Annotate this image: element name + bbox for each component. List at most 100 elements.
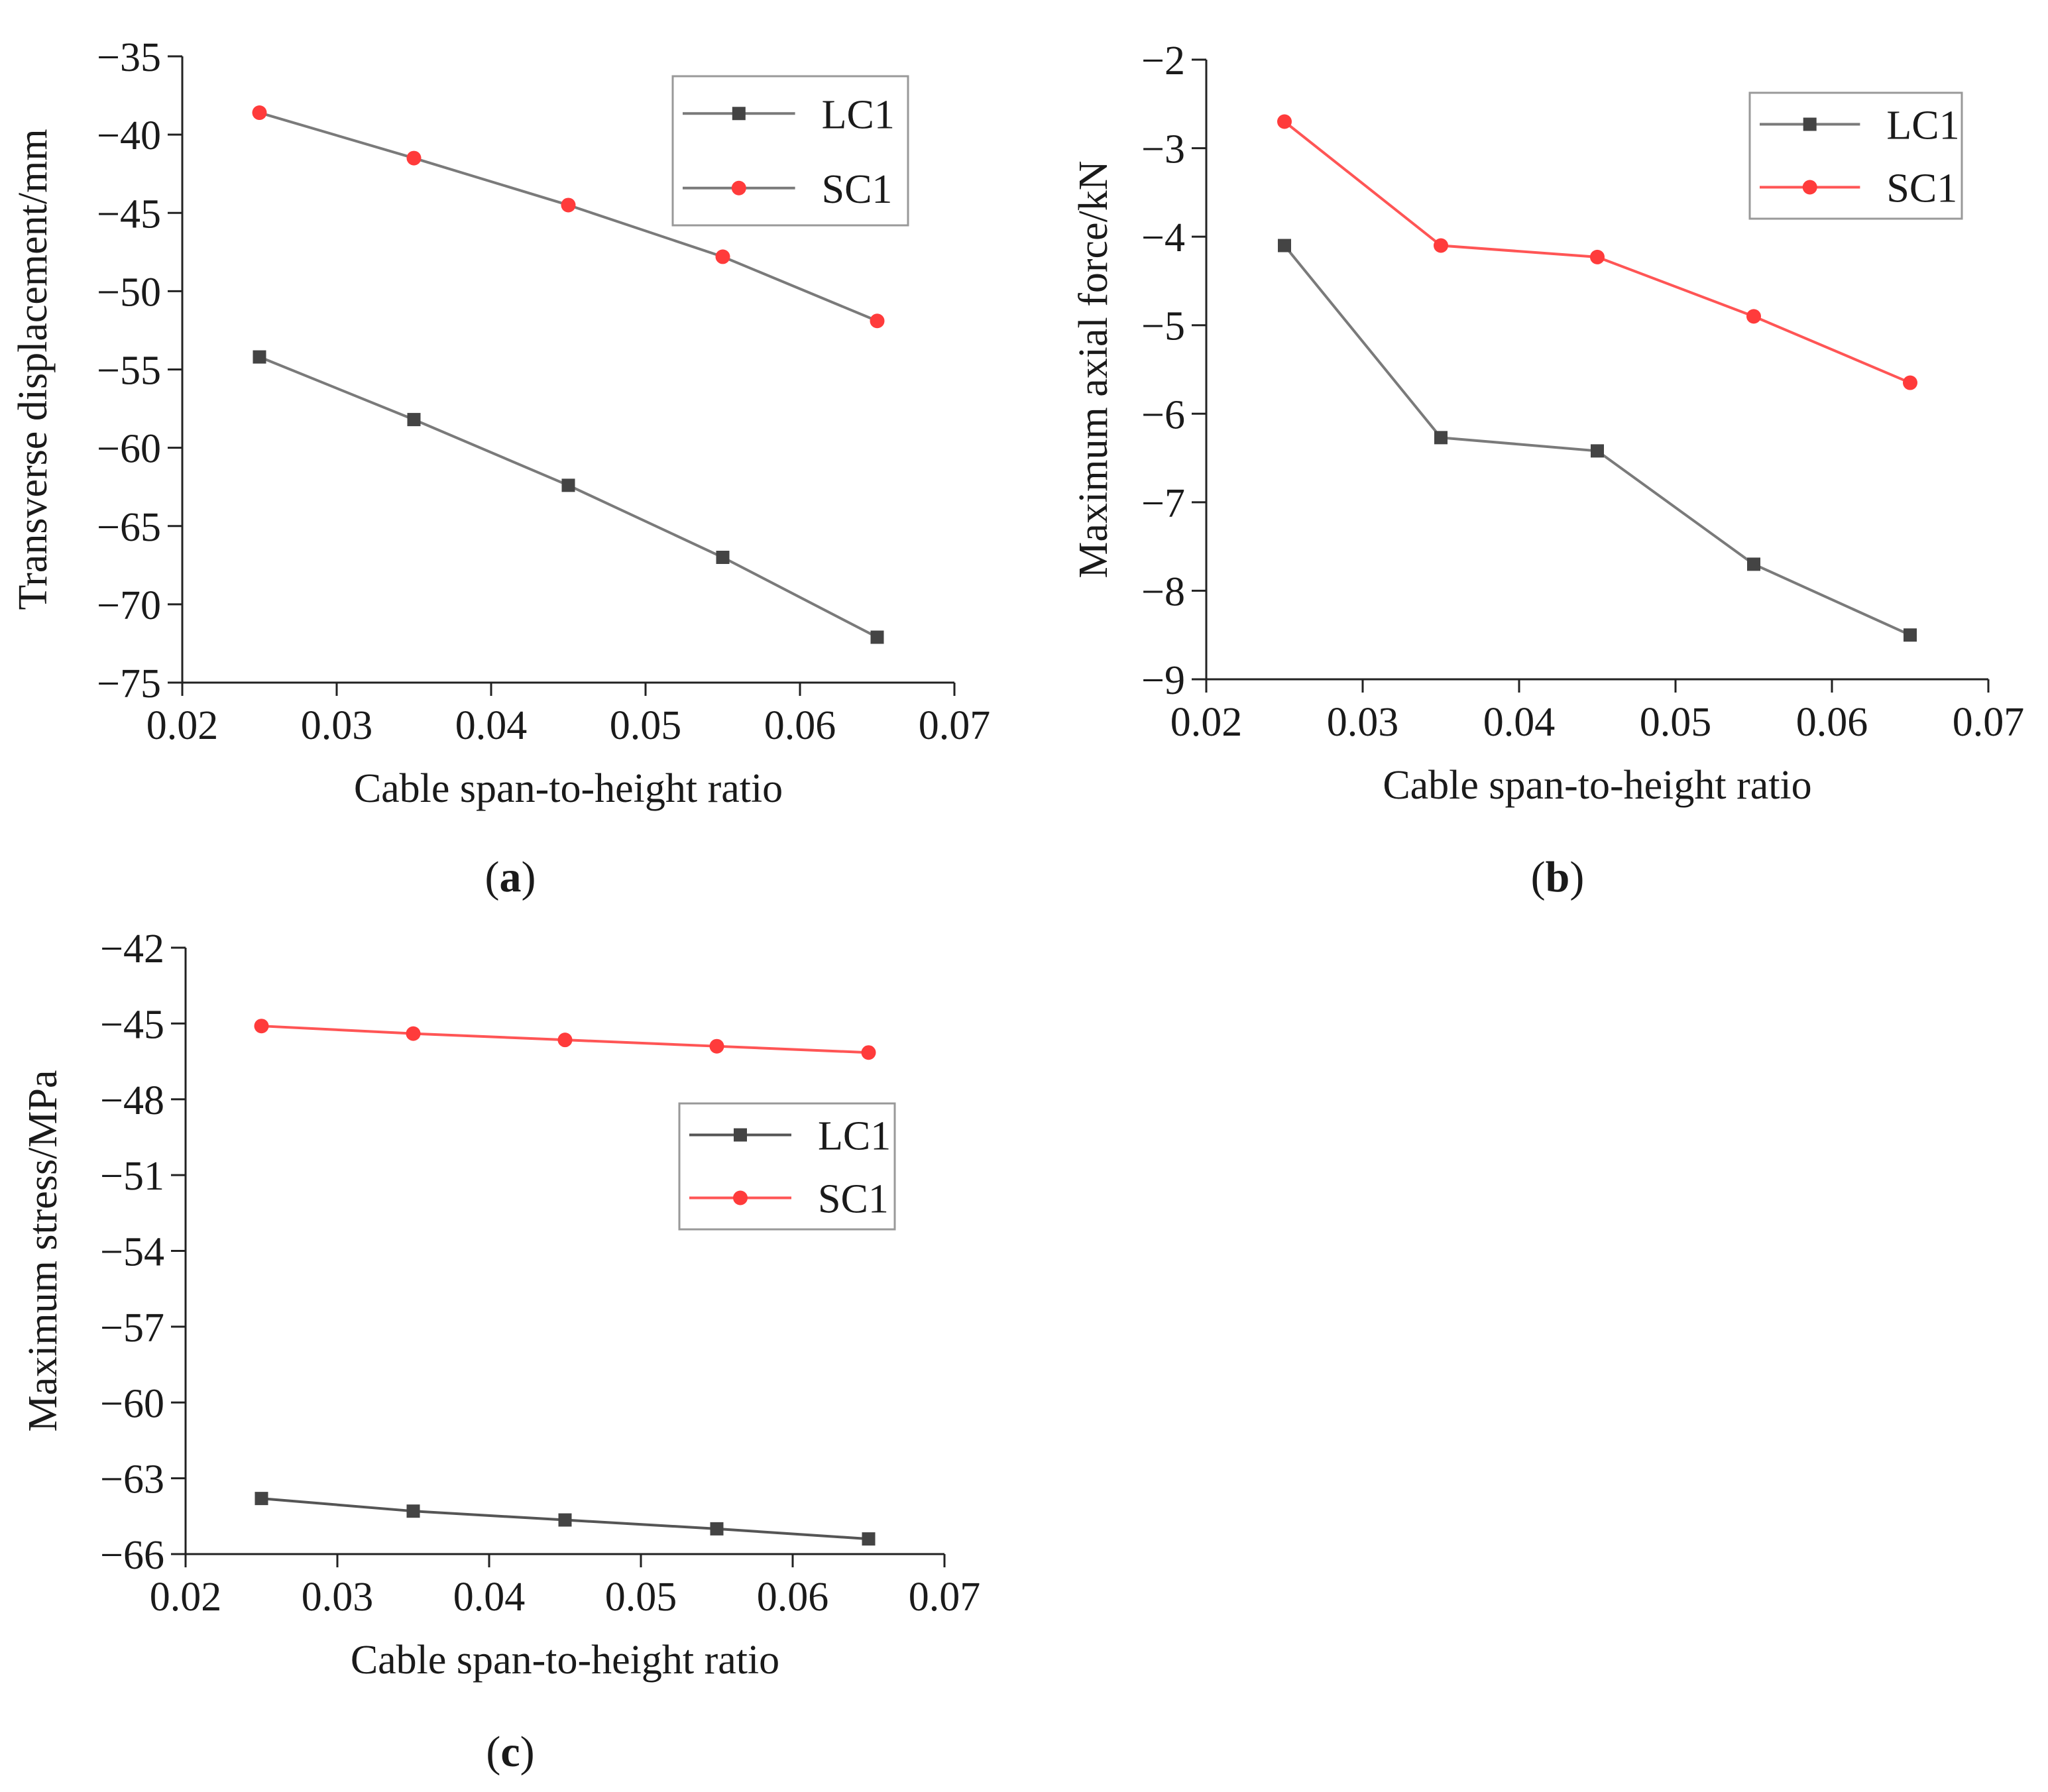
data-point-lc1 xyxy=(558,1513,572,1527)
x-tick-label: 0.02 xyxy=(150,1575,222,1620)
legend-label-sc1: SC1 xyxy=(1886,166,1957,211)
x-tick-label: 0.03 xyxy=(1327,700,1399,745)
y-tick-label: −45 xyxy=(97,192,161,237)
x-tick-label: 0.05 xyxy=(610,703,682,748)
legend-marker-sc1 xyxy=(733,1190,748,1205)
chart-panel-b: −2 −3 −4 −5 −6 −7 −8 −90.02 0.03 0.04 0.05 0.06 0.07… xyxy=(1071,38,2024,901)
y-tick-label: −60 xyxy=(100,1381,164,1426)
y-tick-label: −42 xyxy=(100,926,164,972)
y-axis-label: Transverse displacement/mm xyxy=(11,129,56,610)
data-point-sc1 xyxy=(254,1019,269,1034)
data-point-lc1 xyxy=(407,413,421,427)
series-line-lc1 xyxy=(258,355,878,639)
y-tick-label: −6 xyxy=(1141,392,1185,437)
legend-label-lc1: LC1 xyxy=(822,92,895,137)
legend-box xyxy=(1748,91,1963,220)
y-tick-label: −5 xyxy=(1141,304,1185,349)
y-tick-label: −54 xyxy=(100,1230,164,1275)
y-tick-label: −75 xyxy=(97,661,161,706)
y-tick-label: −3 xyxy=(1141,127,1185,172)
y-tick-label: −70 xyxy=(97,583,161,628)
data-point-lc1 xyxy=(253,350,266,364)
y-tick-label: −57 xyxy=(100,1306,164,1351)
data-point-sc1 xyxy=(557,1033,573,1048)
y-tick-label: −4 xyxy=(1141,215,1185,260)
data-point-sc1 xyxy=(561,197,576,213)
data-point-lc1 xyxy=(1434,431,1448,445)
x-tick-label: 0.03 xyxy=(302,1575,374,1620)
data-point-sc1 xyxy=(252,105,267,121)
y-tick-label: −63 xyxy=(100,1457,164,1502)
data-point-sc1 xyxy=(1903,375,1917,390)
data-point-sc1 xyxy=(406,1026,421,1041)
legend-marker-lc1 xyxy=(1803,117,1817,131)
data-point-lc1 xyxy=(716,551,730,564)
data-point-sc1 xyxy=(406,150,422,166)
series-line-lc1 xyxy=(1283,245,1911,637)
x-tick-label: 0.06 xyxy=(764,703,836,748)
legend-marker-sc1 xyxy=(731,180,746,196)
y-axis-label: Maximum stress/MPa xyxy=(21,1070,66,1432)
legend-box xyxy=(678,1102,896,1231)
legend-marker-sc1 xyxy=(1802,180,1817,195)
data-point-lc1 xyxy=(406,1504,420,1518)
legend: LC1 SC1 xyxy=(671,75,909,227)
y-tick-label: −55 xyxy=(97,349,161,394)
legend-label-sc1: SC1 xyxy=(818,1177,889,1222)
x-tick-label: 0.04 xyxy=(455,703,528,748)
legend-label-sc1: SC1 xyxy=(822,167,893,212)
data-point-lc1 xyxy=(1904,628,1917,642)
x-tick-label: 0.07 xyxy=(909,1575,981,1620)
data-point-lc1 xyxy=(1591,444,1604,458)
chart-panel-a: −35 −40 −45 −50 −55 −60 −65 −70 −750.02 0.03 0.04 0… xyxy=(11,35,990,901)
x-tick-label: 0.03 xyxy=(301,703,373,748)
x-tick-label: 0.06 xyxy=(757,1575,829,1620)
x-tick-label: 0.05 xyxy=(605,1575,677,1620)
y-tick-label: −2 xyxy=(1141,38,1185,84)
x-tick-label: 0.07 xyxy=(919,703,991,748)
y-axis-label: Maximum axial force/kN xyxy=(1071,160,1116,578)
x-tick-label: 0.07 xyxy=(1953,700,2025,745)
data-point-sc1 xyxy=(715,249,730,264)
y-tick-label: −8 xyxy=(1141,569,1185,614)
x-tick-label: 0.02 xyxy=(146,703,219,748)
chart-panel-c: −42 −45 −48 −51 −54 −57 −60 −63 −660.02 0.03 0.04 0… xyxy=(21,926,980,1776)
y-tick-label: −9 xyxy=(1141,658,1185,703)
data-point-sc1 xyxy=(1277,114,1292,129)
y-tick-label: −48 xyxy=(100,1078,164,1123)
legend-box xyxy=(671,75,909,227)
y-tick-label: −50 xyxy=(97,270,161,315)
y-tick-label: −60 xyxy=(97,427,161,472)
data-point-sc1 xyxy=(1746,309,1761,324)
data-point-sc1 xyxy=(1434,238,1448,253)
data-point-lc1 xyxy=(1278,239,1291,252)
legend-label-lc1: LC1 xyxy=(1886,103,1959,148)
x-tick-label: 0.05 xyxy=(1640,700,1712,745)
legend-marker-lc1 xyxy=(732,107,746,121)
data-point-lc1 xyxy=(862,1532,876,1546)
data-point-lc1 xyxy=(561,478,575,492)
y-tick-label: −35 xyxy=(97,35,161,80)
data-point-sc1 xyxy=(1590,249,1605,264)
x-tick-label: 0.04 xyxy=(453,1575,526,1620)
data-point-lc1 xyxy=(710,1522,724,1536)
legend-marker-lc1 xyxy=(734,1128,747,1142)
y-tick-label: −45 xyxy=(100,1002,164,1047)
x-tick-label: 0.02 xyxy=(1170,700,1243,745)
x-axis-label: Cable span-to-height ratio xyxy=(354,766,783,811)
x-tick-label: 0.04 xyxy=(1483,700,1556,745)
data-point-sc1 xyxy=(861,1045,876,1060)
data-point-sc1 xyxy=(709,1038,724,1054)
panel-label: (c) xyxy=(486,1728,534,1776)
data-point-lc1 xyxy=(870,630,884,644)
legend-label-lc1: LC1 xyxy=(818,1114,891,1159)
panel-label: (b) xyxy=(1531,853,1585,901)
panel-label: (a) xyxy=(485,853,536,901)
data-point-lc1 xyxy=(1747,557,1760,571)
y-tick-label: −65 xyxy=(97,505,161,550)
y-tick-label: −66 xyxy=(100,1533,164,1578)
y-tick-label: −7 xyxy=(1141,481,1185,526)
